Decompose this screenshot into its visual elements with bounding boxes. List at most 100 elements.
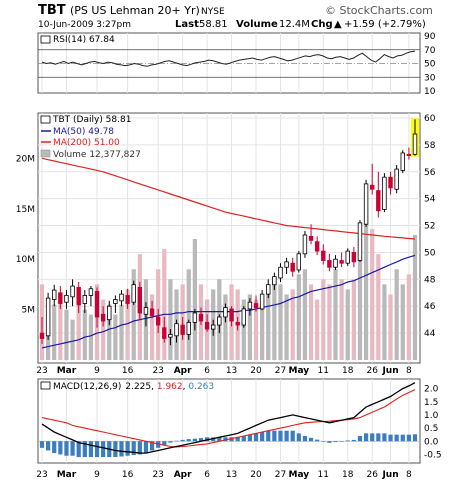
candle-body [253,303,259,308]
macd-histogram-bar [198,438,204,442]
chg-value: +1.59 (+2.79%) [344,19,426,30]
price-tick-label: 46 [424,302,436,312]
candle-body [168,334,173,338]
price-tick-label: 56 [424,168,436,178]
volume-bar [272,279,277,360]
macd-histogram-bar [296,433,301,442]
macd-histogram-bar [156,441,161,448]
macd-histogram-bar [388,434,393,442]
macd-histogram-bar [113,441,118,458]
macd-histogram-bar [302,435,308,442]
quote-date: 10-Jun-2009 3:27pm [38,20,131,30]
volume-bar [186,269,191,360]
candle-body [272,276,277,286]
volume-bar [315,299,320,360]
price-tick-label: 58 [424,141,436,151]
macd-histogram-bar [400,434,405,442]
candle-body [394,168,399,190]
candle-body [321,250,326,261]
volume-bar [376,254,381,360]
volume-bar [247,294,253,360]
candle-body [137,286,143,314]
candle-body [247,301,253,310]
candle-body [217,316,222,326]
macd-histogram-bar [339,441,344,442]
x-axis-label: 27 [275,366,286,376]
candle-body [162,327,167,339]
x-axis-label: 16 [122,470,134,480]
volume-bar [192,239,197,360]
volume-bar [107,304,112,360]
volume-bar [119,304,124,360]
candle-body [88,288,94,296]
x-axis-label: 11 [318,470,329,480]
macd-histogram-bar [58,441,63,455]
x-axis-label: 6 [204,366,210,376]
candle-body [186,321,191,335]
candle-body [52,289,57,300]
x-axis-label: 23 [152,470,163,480]
volume-bar [70,319,75,360]
candle-body [290,262,295,272]
volume-bar [266,289,271,360]
candle-body [204,321,210,330]
macd-histogram-bar [180,439,185,442]
volume-bar [125,289,130,360]
volume-bar [406,274,411,360]
macd-histogram-bar [88,441,94,458]
macd-tick-label: 0.5 [424,424,438,434]
candle-body [345,250,350,264]
macd-histogram-bar [260,432,265,442]
candle-body [266,284,271,295]
rsi-line [41,50,416,67]
x-axis-label: 26 [366,366,378,376]
macd-signal-line [41,389,416,448]
candle-body [107,305,112,321]
candle-body [192,312,198,323]
macd-histogram-bar [308,437,314,442]
candle-body [376,190,381,212]
x-axis-label: Jun [381,470,398,480]
candle-body [64,295,69,303]
rsi-tick-label: 50 [424,60,436,70]
watermark: © StockCharts.com [325,4,433,17]
macd-label: MACD(12,26,9) 2.225, 1.962, 0.263 [53,382,214,392]
volume-bar [162,249,167,360]
macd-comma-2: , [183,382,189,392]
macd-histogram-bar [76,441,81,458]
volume-bar [388,294,393,360]
candle-body [235,321,240,326]
candle-body [211,324,216,330]
macd-histogram-bar [143,441,149,454]
macd-tick-label: 1.5 [424,398,438,408]
moving-averages [41,157,416,349]
volume-bar [302,269,308,360]
volume-bar [370,228,375,360]
x-axis-label: 9 [94,470,100,480]
macd-histogram-bar [162,441,167,446]
x-axis-label: 13 [226,366,237,376]
volume-bar [223,294,228,360]
x-axis-label: 13 [226,470,237,480]
candle-body [382,176,387,210]
volume-bar [278,284,283,360]
macd-histogram-bar [327,441,332,443]
macd-tick-label: -0.5 [424,450,442,460]
candle-body [119,293,124,302]
rsi-tick-label: 10 [424,87,436,97]
candle-body [327,260,332,268]
candle-body [339,260,344,264]
x-axis-label: 23 [152,366,163,376]
macd-histogram-bar [351,439,356,442]
volume-bar [253,299,259,360]
candle-body [180,324,185,335]
macd-histogram-bar [64,441,69,456]
ma50-line [41,254,416,349]
candle-body [149,308,155,317]
macd-histogram-bar [229,437,234,442]
candle-body [259,293,265,310]
macd-histogram-bar [125,441,130,456]
x-axis-label: 18 [342,366,354,376]
x-axis-label: May [289,470,310,480]
x-axis-label: 11 [318,366,329,376]
